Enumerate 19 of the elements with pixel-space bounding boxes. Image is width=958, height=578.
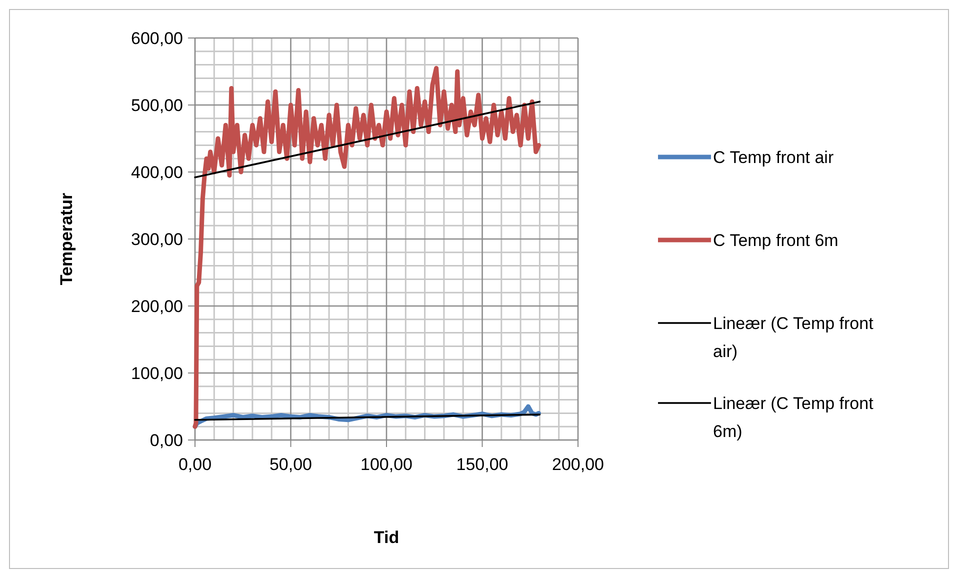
x-tick-label: 50,00 — [269, 455, 312, 474]
x-tick-label: 0,00 — [178, 455, 212, 474]
line-series — [192, 66, 541, 429]
legend-label: Lineær (C Temp front 6m) — [713, 394, 874, 441]
y-tick-label: 600,00 — [131, 28, 183, 48]
y-tick-label: 400,00 — [131, 162, 183, 182]
y-tick-label: 200,00 — [131, 296, 183, 316]
x-tick-label: 100,00 — [360, 455, 412, 474]
y-tick-label: 300,00 — [131, 230, 183, 249]
y-tick-label: 500,00 — [131, 96, 183, 115]
x-tick-label: 200,00 — [552, 455, 604, 474]
x-axis-title: Tid — [374, 528, 400, 547]
y-axis-title: Temperatur — [57, 192, 76, 286]
x-tick-label: 150,00 — [456, 455, 508, 474]
legend-label: C Temp front air — [713, 148, 834, 167]
y-tick-label: 100,00 — [131, 364, 183, 383]
legend-label: Lineær (C Temp front air) — [713, 314, 874, 361]
y-tick-label: 0,00 — [150, 430, 183, 450]
legend-label: C Temp front 6m — [713, 231, 838, 250]
